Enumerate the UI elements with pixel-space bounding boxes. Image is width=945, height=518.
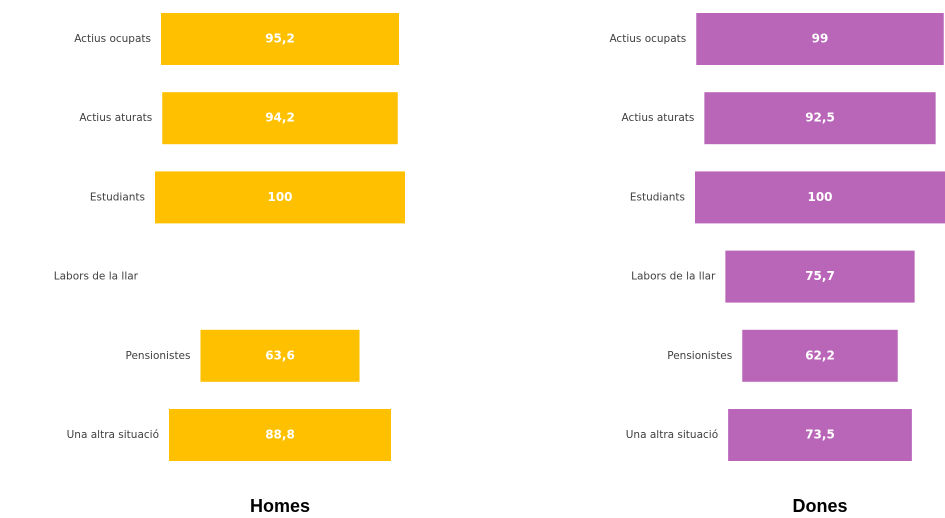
category-label: Una altra situació	[626, 429, 718, 441]
category-label: Estudiants	[90, 191, 145, 203]
value-label: 100	[267, 190, 292, 204]
value-label: 99	[812, 32, 829, 46]
category-label: Labors de la llar	[631, 271, 716, 283]
category-label: Actius ocupats	[74, 33, 151, 45]
value-label: 75,7	[805, 269, 835, 283]
bar	[704, 92, 936, 145]
bar	[162, 92, 398, 145]
value-label: 92,5	[805, 111, 835, 125]
value-label: 73,5	[805, 428, 835, 442]
bar	[696, 13, 944, 65]
bar	[155, 171, 405, 224]
bar	[169, 409, 391, 461]
bar	[728, 409, 912, 461]
value-label: 88,8	[265, 428, 295, 442]
category-label: Pensionistes	[126, 350, 191, 362]
value-label: 62,2	[805, 348, 835, 362]
chart-title: Homes	[250, 496, 310, 516]
bar	[161, 13, 399, 65]
value-label: 63,6	[265, 348, 295, 362]
category-label: Actius ocupats	[609, 33, 686, 45]
category-label: Actius aturats	[79, 112, 152, 124]
bar	[725, 250, 915, 303]
category-label: Labors de la llar	[54, 271, 139, 283]
bar	[695, 171, 945, 224]
bar	[200, 329, 360, 382]
value-label: 94,2	[265, 111, 295, 125]
chart-title: Dones	[792, 496, 847, 516]
category-label: Estudiants	[630, 191, 685, 203]
bar	[742, 329, 898, 382]
value-label: 100	[807, 190, 832, 204]
category-label: Pensionistes	[667, 350, 732, 362]
category-label: Actius aturats	[622, 112, 695, 124]
value-label: 95,2	[265, 32, 295, 46]
category-label: Una altra situació	[67, 429, 159, 441]
